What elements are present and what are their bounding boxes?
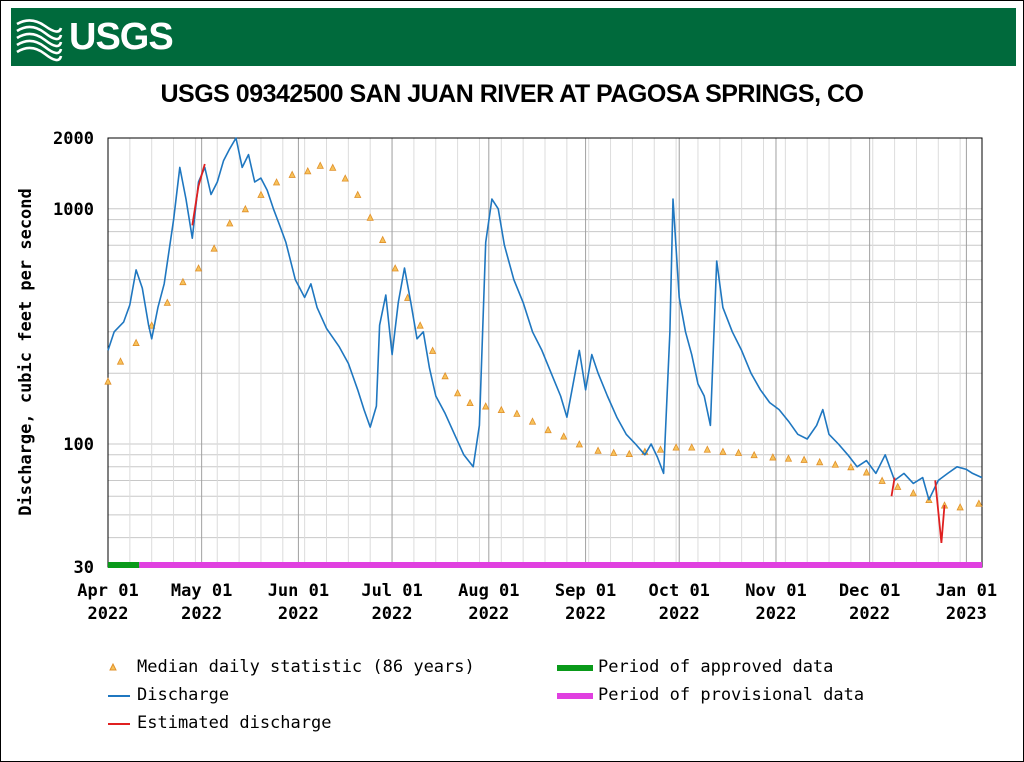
median-point [226, 219, 234, 227]
median-point [148, 321, 156, 329]
median-point [862, 468, 871, 476]
median-point [466, 398, 474, 406]
median-point [163, 298, 171, 306]
median-point [575, 440, 583, 448]
median-point [610, 448, 618, 456]
x-tick-year: 2022 [565, 604, 606, 624]
median-point [416, 321, 424, 329]
usgs-logo[interactable]: USGS [11, 8, 181, 66]
median-point [769, 453, 777, 461]
y-tick-label: 100 [63, 435, 94, 455]
median-point [341, 174, 349, 182]
x-tick-year: 2022 [756, 604, 797, 624]
median-point [909, 488, 917, 497]
median-point [329, 163, 337, 171]
median-point [354, 190, 362, 198]
median-point [132, 338, 140, 346]
median-point [453, 388, 462, 397]
x-tick-year: 2022 [372, 604, 413, 624]
y-tick-label: 2000 [53, 129, 94, 149]
median-point [391, 264, 399, 272]
y-tick-label: 30 [74, 558, 94, 578]
median-point [428, 346, 437, 354]
discharge-line [107, 137, 983, 501]
median-point [894, 482, 902, 490]
median-point [210, 244, 218, 252]
median-point [482, 402, 490, 410]
y-axis-label: Discharge, cubic feet per second [16, 188, 36, 516]
median-point [257, 190, 265, 198]
x-tick-year: 2022 [88, 604, 129, 624]
median-point [703, 445, 711, 453]
median-point [672, 443, 680, 451]
x-tick-label: May 01 [171, 581, 232, 601]
estimated-line [890, 477, 896, 497]
median-point [625, 449, 633, 458]
median-point [194, 264, 203, 272]
median-point [441, 371, 449, 380]
median-point [750, 450, 758, 459]
x-axis-ticks: Apr 01 2022 May 01 2022 Jun 01 2022 Jul 01 2022… [77, 581, 997, 624]
median-point [179, 277, 187, 286]
median-point [719, 447, 727, 455]
median-point [975, 499, 983, 507]
x-tick-label: Nov 01 [745, 581, 806, 601]
median-series [104, 161, 983, 511]
median-point [656, 445, 665, 453]
estimated-line [934, 480, 946, 543]
median-point [734, 448, 743, 456]
x-tick-label: Jul 01 [361, 581, 422, 601]
median-point [560, 432, 568, 440]
median-point [513, 409, 521, 417]
x-tick-year: 2022 [278, 604, 319, 624]
x-tick-year: 2022 [849, 604, 890, 624]
median-point [831, 460, 839, 468]
x-tick-label: Jan 01 [936, 581, 997, 601]
estimated-line [191, 163, 206, 226]
median-point [544, 425, 552, 434]
median-point [304, 166, 312, 175]
x-tick-year: 2022 [181, 604, 222, 624]
discharge-series [107, 137, 983, 501]
median-point [956, 503, 964, 511]
usgs-banner: USGS [11, 8, 1016, 66]
y-axis-ticks: 2000 1000 100 30 [53, 129, 94, 578]
x-tick-label: Jun 01 [268, 581, 329, 601]
median-point [104, 377, 112, 385]
x-tick-year: 2022 [659, 604, 700, 624]
median-point [366, 213, 374, 221]
legend [108, 662, 593, 725]
estimated-series [191, 163, 946, 543]
median-point [272, 178, 281, 186]
legend-swatch-median [109, 662, 117, 671]
x-tick-label: Aug 01 [458, 581, 519, 601]
median-point [379, 235, 387, 243]
x-tick-label: Sep 01 [555, 581, 616, 601]
x-tick-year: 2022 [468, 604, 509, 624]
usgs-logo-text: USGS [69, 16, 174, 58]
median-point [528, 417, 537, 425]
median-point [784, 454, 793, 462]
median-point [497, 405, 505, 414]
y-tick-label: 1000 [53, 200, 94, 220]
median-point [116, 357, 125, 365]
median-point [594, 446, 602, 454]
median-point [241, 204, 249, 213]
median-point [288, 170, 296, 178]
x-tick-label: Dec 01 [839, 581, 900, 601]
median-point [688, 443, 696, 451]
median-point [816, 457, 824, 466]
median-point [800, 455, 808, 463]
grid [107, 137, 983, 568]
median-point [316, 161, 324, 169]
median-point [847, 462, 855, 471]
x-tick-label: Oct 01 [649, 581, 710, 601]
usgs-wave-icon [16, 19, 63, 62]
x-tick-label: Apr 01 [77, 581, 138, 601]
x-tick-year: 2023 [946, 604, 987, 624]
median-point [878, 476, 886, 484]
chart-title: USGS 09342500 SAN JUAN RIVER AT PAGOSA S… [160, 80, 864, 108]
